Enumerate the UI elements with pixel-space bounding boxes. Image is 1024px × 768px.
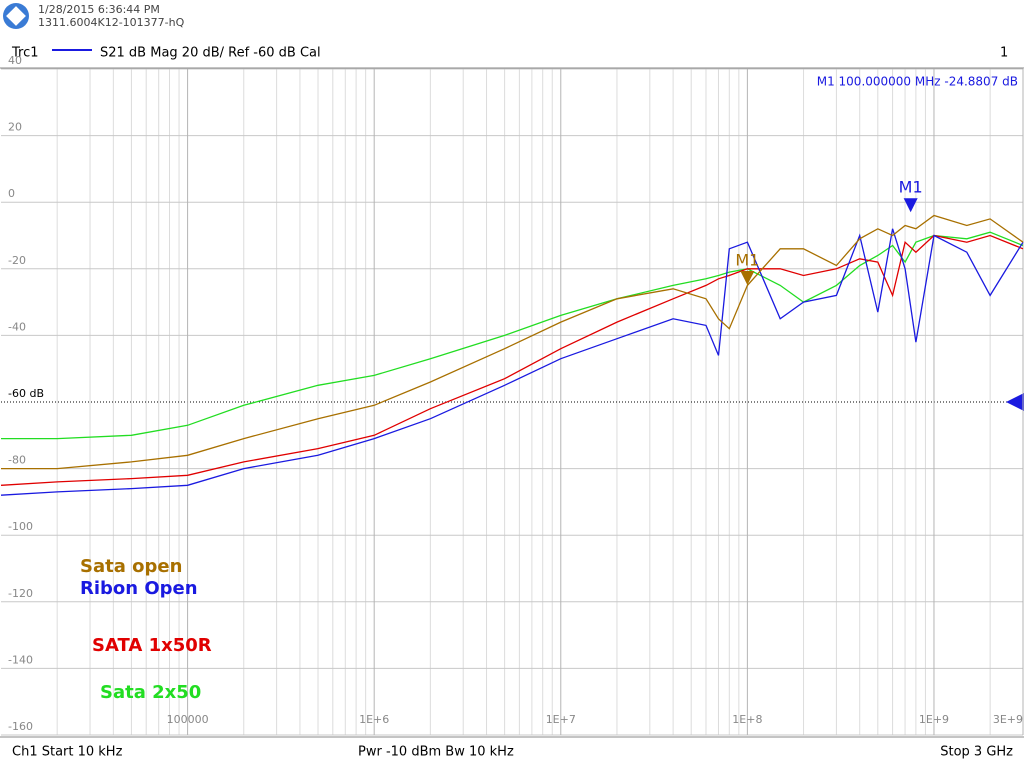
x-tick-label: 1E+9	[919, 713, 949, 726]
marker-readout: M1 100.000000 MHz -24.8807 dB	[817, 75, 1018, 89]
reference-marker	[1006, 393, 1024, 411]
marker	[903, 198, 918, 213]
trace	[0, 228, 1024, 496]
y-tick-label: -160	[8, 720, 33, 733]
trace-name: Trc1	[11, 46, 39, 61]
instrument-id: 1311.6004K12-101377-hQ	[38, 16, 185, 29]
plot-area: 40 20 0 -20 -40 -60 dB -80 -100 -120 -140 -160 1000…	[0, 54, 1024, 736]
x-tick-label: 100000	[167, 713, 209, 726]
timestamp: 1/28/2015 6:36:44 PM	[38, 3, 160, 16]
power-info: Pwr -10 dBm Bw 10 kHz	[358, 745, 514, 760]
y-tick-label: -80	[8, 454, 26, 467]
y-tick-label: 0	[8, 187, 15, 200]
logo	[3, 3, 29, 29]
y-tick-label: 40	[8, 54, 22, 67]
channel-number: 1	[1000, 46, 1008, 61]
y-tick-label: -140	[8, 653, 33, 666]
y-tick-label: -100	[8, 520, 33, 533]
x-tick-label: 1E+8	[732, 713, 762, 726]
y-tick-label: -120	[8, 587, 33, 600]
legend-label: Sata 2x50	[100, 682, 201, 703]
y-tick-label: -60 dB	[8, 387, 44, 400]
stop-info: Stop 3 GHz	[940, 745, 1013, 760]
marker-label: M1	[735, 251, 759, 270]
trace-setup: S21 dB Mag 20 dB/ Ref -60 dB Cal	[100, 46, 321, 61]
y-tick-label: -20	[8, 254, 26, 267]
x-tick-label: 3E+9	[993, 713, 1023, 726]
x-tick-label: 1E+6	[359, 713, 389, 726]
x-tick-label: 1E+7	[546, 713, 576, 726]
marker	[740, 271, 755, 286]
y-tick-label: -40	[8, 320, 26, 333]
marker-label: M1	[899, 178, 923, 197]
trace	[1, 231, 1024, 440]
trace	[1, 214, 1024, 470]
legend-label: Ribon Open	[80, 578, 198, 599]
start-info: Ch1 Start 10 kHz	[12, 745, 123, 760]
legend-label: Sata open	[80, 556, 182, 577]
trace	[0, 234, 1024, 486]
y-tick-label: 20	[8, 121, 22, 134]
logo-diamond	[6, 6, 26, 26]
legend-label: SATA 1x50R	[92, 635, 212, 656]
